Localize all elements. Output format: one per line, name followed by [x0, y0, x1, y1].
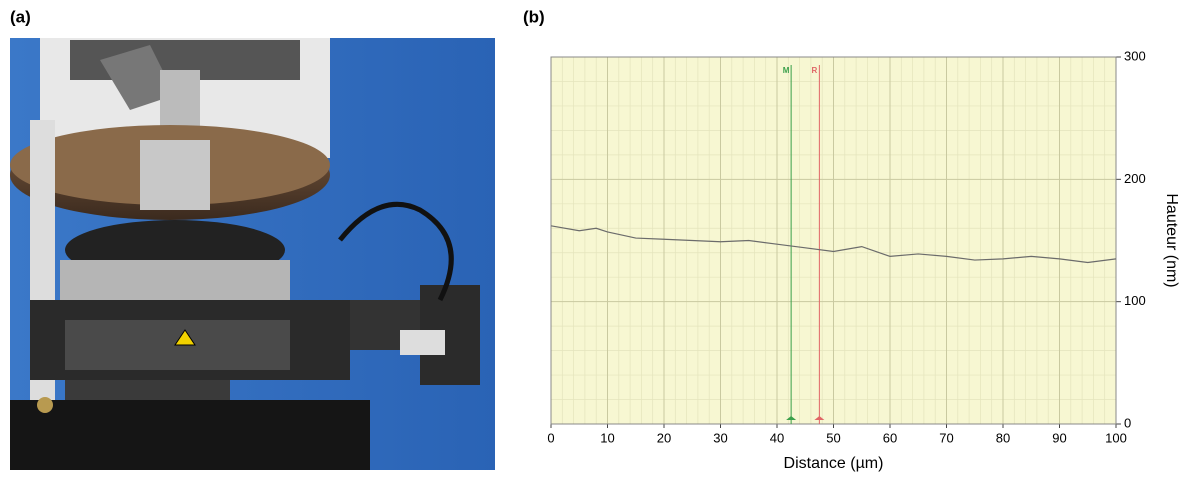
profile-line [550, 225, 1117, 264]
x-tick-label: 90 [1052, 430, 1066, 445]
plot-frame [550, 56, 1117, 425]
y-tick-label: 300 [1124, 48, 1146, 63]
x-tick-label: 80 [996, 430, 1010, 445]
x-tick-label: 100 [1105, 430, 1127, 445]
cursor-label: R [811, 66, 817, 75]
y-axis-label: Hauteur (nm) [1163, 193, 1180, 287]
x-tick-label: 10 [600, 430, 614, 445]
chart: 0 10 20 30 40 50 60 70 80 90 1000100200300Distance… [547, 48, 1179, 472]
x-tick-label: 30 [713, 430, 727, 445]
instrument-photo [10, 38, 495, 470]
x-tick-label: 50 [826, 430, 840, 445]
x-tick-label: 60 [883, 430, 897, 445]
x-tick-label: 40 [770, 430, 784, 445]
x-tick-label: 20 [657, 430, 671, 445]
x-tick-label: 70 [939, 430, 953, 445]
panel-label: (b) [523, 7, 545, 26]
panel-label: (a) [10, 7, 31, 26]
x-axis-label: Distance (µm) [784, 455, 884, 472]
x-tick-label: 0 [547, 430, 554, 445]
cursor-label: M [783, 66, 790, 75]
y-tick-label: 0 [1124, 415, 1131, 430]
cursor-handle [786, 416, 797, 420]
y-tick-label: 200 [1124, 171, 1146, 186]
cursor-handle [814, 416, 825, 420]
y-tick-label: 100 [1124, 293, 1146, 308]
